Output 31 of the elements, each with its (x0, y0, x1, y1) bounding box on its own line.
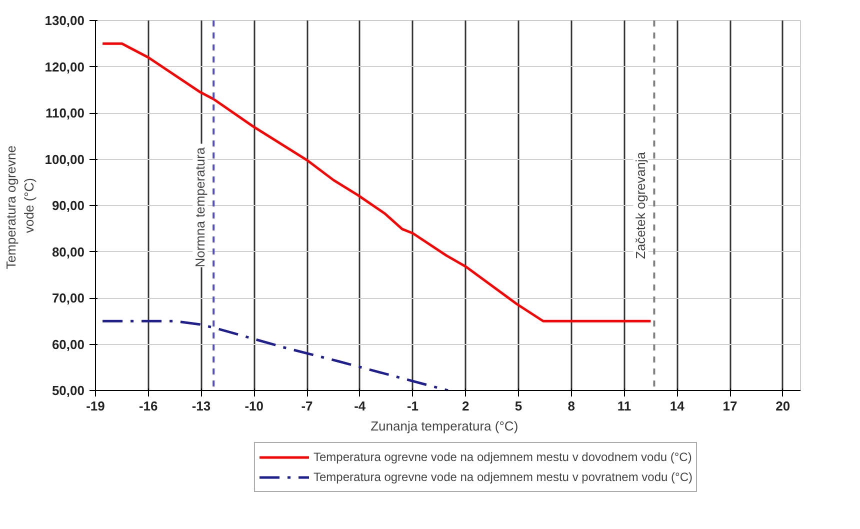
x-tick-label: -10 (244, 398, 264, 414)
x-tick-label: 2 (462, 398, 470, 414)
ref-line-label: Normna temperatura (192, 146, 208, 268)
legend-label: Temperatura ogrevne vode na odjemnem mestu v povratnem vodu (°C) (314, 470, 692, 484)
x-tick-label: 14 (670, 398, 686, 414)
x-tick-label: 5 (514, 398, 522, 414)
x-axis-title: Zunanja temperatura (°C) (370, 418, 518, 434)
x-tick-label: -13 (192, 398, 211, 414)
y-tick-label: 50,00 (52, 383, 85, 398)
line-series (101, 42, 652, 322)
y-tick-label: 60,00 (52, 336, 85, 352)
x-tick-label: -1 (406, 398, 419, 414)
line-series (101, 320, 450, 390)
y-tick-label: 130,00 (44, 13, 85, 28)
legend-label: Temperatura ogrevne vode na odjemnem mestu v dovodnem vodu (°C) (314, 450, 692, 464)
x-tick-label: -7 (301, 398, 313, 414)
y-tick-label: 110,00 (45, 106, 84, 120)
x-tick-label: -19 (86, 398, 105, 414)
x-tick-label: -16 (138, 398, 158, 414)
y-tick-label: 70,00 (52, 290, 85, 306)
x-tick-label: -4 (354, 398, 366, 414)
y-tick-label: 100,00 (44, 152, 85, 167)
y-axis-title: Temperatura ogrevne vode (°C) (4, 146, 37, 270)
ref-line-label: Začetek ogrevanja (633, 151, 648, 259)
x-tick-label: 11 (617, 398, 632, 414)
x-tick-label: 17 (722, 398, 738, 414)
x-tick-label: 20 (776, 398, 790, 414)
y-tick-label: 120,00 (44, 59, 85, 74)
y-tick-label: 90,00 (52, 198, 85, 213)
x-tick-label: 8 (568, 398, 575, 414)
y-tick-label: 80,00 (52, 244, 85, 260)
